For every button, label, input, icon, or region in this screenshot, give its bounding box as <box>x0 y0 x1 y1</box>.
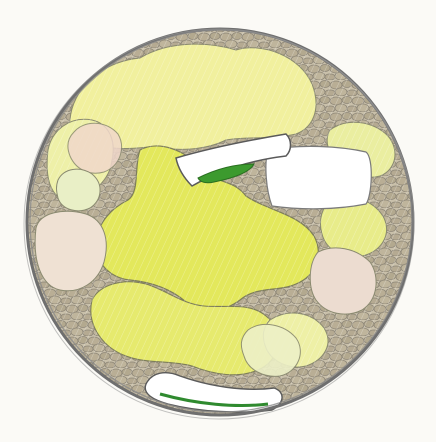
green-edge-icon <box>159 392 269 408</box>
circle-outline <box>23 27 415 420</box>
green-leaf-icon <box>197 163 255 184</box>
lower-white-shape <box>144 372 283 413</box>
upper-white-shape <box>175 133 372 210</box>
pale-patches <box>34 122 377 377</box>
